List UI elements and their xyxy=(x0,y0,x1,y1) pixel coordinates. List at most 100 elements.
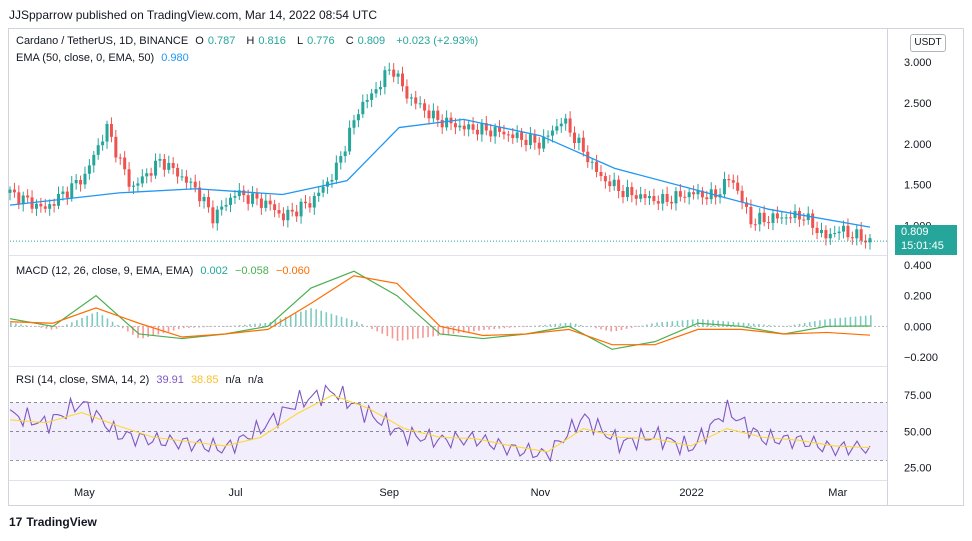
price-tick-label: 2.000 xyxy=(904,139,932,151)
candle-body xyxy=(145,173,149,177)
macd-histogram-bar xyxy=(142,326,144,339)
macd-histogram-bar xyxy=(152,326,155,336)
macd-histogram-bar xyxy=(20,324,22,327)
macd-histogram-bar xyxy=(574,323,577,327)
candle-body xyxy=(418,103,422,105)
macd-histogram-bar xyxy=(488,326,490,330)
macd-histogram-bar xyxy=(834,318,836,327)
brand-name: TradingView xyxy=(26,515,97,529)
macd-histogram-bar xyxy=(712,320,714,327)
macd-histogram-bar xyxy=(595,326,597,329)
candle-body xyxy=(92,154,96,166)
tradingview-footer[interactable]: 17 TradingView xyxy=(9,515,97,529)
macd-histogram-bar xyxy=(641,325,643,327)
candle-body xyxy=(131,185,135,187)
candle-series xyxy=(8,62,887,250)
price-tick-label: 1.500 xyxy=(904,180,932,192)
macd-histogram-bar xyxy=(493,326,496,330)
macd-histogram-bar xyxy=(467,326,470,332)
macd-histogram-bar xyxy=(814,321,816,327)
macd-histogram-bar xyxy=(177,326,180,330)
time-tick-label: 2022 xyxy=(679,487,703,499)
macd-histogram-bar xyxy=(625,326,628,329)
ema-legend: EMA (50, close, 0, EMA, 50) 0.980 xyxy=(16,52,193,64)
candle-body xyxy=(83,173,87,185)
candle-body xyxy=(184,176,188,183)
macd-histogram-bar xyxy=(249,324,251,327)
candle-body xyxy=(621,191,625,198)
candle-body xyxy=(475,129,479,135)
candle-body xyxy=(722,179,726,195)
symbol-label: Cardano / TetherUS, 1D, BINANCE xyxy=(16,35,189,47)
macd-histogram-bar xyxy=(198,326,200,328)
candle-body xyxy=(480,123,484,135)
macd-histogram-bar xyxy=(758,324,760,327)
candle-body xyxy=(321,186,325,193)
macd-histogram-bar xyxy=(55,326,58,329)
macd-histogram-bar xyxy=(386,326,389,337)
macd-layer xyxy=(9,270,887,350)
price-axis-border xyxy=(887,29,888,505)
candle-body xyxy=(811,213,815,228)
macd-histogram-bar xyxy=(188,326,190,328)
candle-body xyxy=(277,210,281,214)
macd-histogram-bar xyxy=(579,324,582,327)
macd-histogram-bar xyxy=(406,326,409,340)
candle-body xyxy=(661,193,665,204)
macd-histogram-bar xyxy=(630,326,633,328)
macd-histogram-bar xyxy=(376,326,378,332)
macd-histogram-bar xyxy=(86,315,88,327)
rsi-tick-label: 75.00 xyxy=(904,390,932,402)
candle-body xyxy=(462,125,466,130)
macd-histogram-bar xyxy=(264,322,267,327)
macd-histogram-bar xyxy=(101,315,104,327)
macd-histogram-bar xyxy=(121,326,124,329)
macd-tick-label: 0.400 xyxy=(904,260,932,272)
candle-body xyxy=(374,89,378,94)
macd-histogram-bar xyxy=(727,321,730,327)
macd-histogram-bar xyxy=(310,308,312,327)
macd-histogram-bar xyxy=(763,324,765,327)
macd-histogram-bar xyxy=(635,326,638,327)
candle-body xyxy=(625,187,629,198)
macd-histogram-bar xyxy=(412,326,414,340)
macd-histogram-bar xyxy=(350,319,353,327)
macd-line xyxy=(9,270,871,350)
candle-body xyxy=(356,114,360,121)
candle-body xyxy=(303,201,307,204)
candle-body xyxy=(259,198,263,208)
macd-histogram-bar xyxy=(656,322,658,327)
chart-frame[interactable] xyxy=(8,28,964,506)
candle-body xyxy=(802,219,806,221)
candle-body xyxy=(158,159,162,161)
currency-button[interactable]: USDT xyxy=(910,34,946,52)
macd-histogram-bar xyxy=(356,321,358,327)
macd-histogram-bar xyxy=(223,326,226,327)
candle-body xyxy=(229,197,233,205)
macd-histogram-bar xyxy=(65,324,68,327)
candle-body xyxy=(749,206,753,225)
macd-histogram-bar xyxy=(666,321,669,327)
macd-histogram-bar xyxy=(172,326,175,331)
candle-body xyxy=(193,181,197,188)
macd-histogram-bar xyxy=(737,322,740,327)
candle-body xyxy=(568,118,572,133)
candle-body xyxy=(789,217,793,219)
candle-body xyxy=(780,217,784,219)
macd-histogram-bar xyxy=(696,319,699,327)
macd-histogram-bar xyxy=(544,324,546,327)
candle-body xyxy=(471,124,475,130)
macd-histogram-bar xyxy=(549,324,552,327)
candle-body xyxy=(396,73,400,77)
ema-line xyxy=(9,118,871,228)
candle-body xyxy=(612,179,616,187)
candle-body xyxy=(674,191,678,204)
tradingview-logo-icon: 17 xyxy=(9,515,23,529)
macd-histogram-bar xyxy=(96,311,99,327)
candle-body xyxy=(727,179,731,181)
candle-body xyxy=(34,203,38,209)
macd-histogram-bar xyxy=(661,322,663,327)
macd-histogram-bar xyxy=(417,326,419,339)
candle-body xyxy=(683,196,687,198)
